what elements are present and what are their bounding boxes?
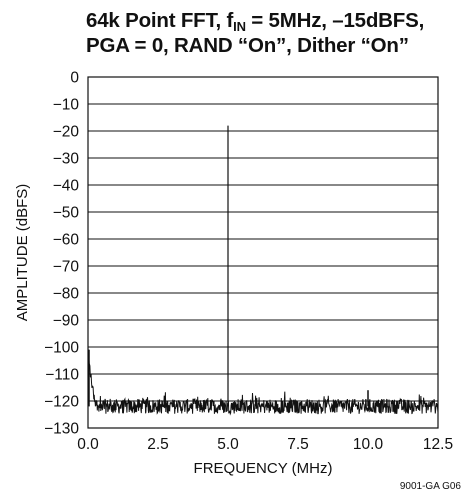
y-tick-label: −40	[53, 178, 80, 195]
y-tick-label: −130	[44, 421, 79, 438]
x-tick-labels: 0.0 2.5 5.0 7.5 10.0 12.5	[77, 436, 453, 453]
y-tick-label: 0	[70, 70, 79, 87]
y-tick-label: −30	[53, 151, 80, 168]
x-tick-label: 0.0	[77, 436, 99, 453]
y-tick-label: −110	[45, 367, 79, 384]
trace-layer	[87, 125, 439, 416]
chart-title: 64k Point FFT, fIN = 5MHz, –15dBFS, PGA …	[86, 8, 466, 58]
y-tick-label: −10	[53, 97, 80, 114]
chart-title-line2: PGA = 0, RAND “On”, Dither “On”	[86, 34, 409, 57]
y-tick-label: −90	[53, 313, 80, 330]
x-axis-title: FREQUENCY (MHz)	[194, 460, 333, 477]
x-tick-label: 12.5	[423, 436, 453, 453]
y-axis-title: AMPLITUDE (dBFS)	[14, 184, 31, 322]
fft-trace	[87, 348, 439, 416]
y-tick-labels: 0 −10 −20 −30 −40 −50 −60 −70 −80 −90 −100 −110 −120…	[44, 70, 79, 438]
chart-title-line1: 64k Point FFT, fIN = 5MHz, –15dBFS,	[86, 9, 425, 34]
x-tick-label: 5.0	[217, 436, 239, 453]
y-tick-label: −100	[44, 340, 79, 357]
x-tick-label: 10.0	[353, 436, 384, 453]
y-tick-label: −50	[53, 205, 80, 222]
y-tick-label: −20	[53, 124, 80, 141]
x-tick-label: 7.5	[287, 436, 309, 453]
grid-layer	[88, 103, 438, 402]
x-tick-label: 2.5	[147, 436, 169, 453]
y-tick-label: −80	[53, 286, 80, 303]
y-tick-label: −70	[53, 259, 80, 276]
y-tick-label: −120	[44, 394, 79, 411]
y-tick-label: −60	[53, 232, 80, 249]
figure-id: 9001-GA G06	[399, 481, 461, 492]
plot-frame	[87, 76, 439, 429]
